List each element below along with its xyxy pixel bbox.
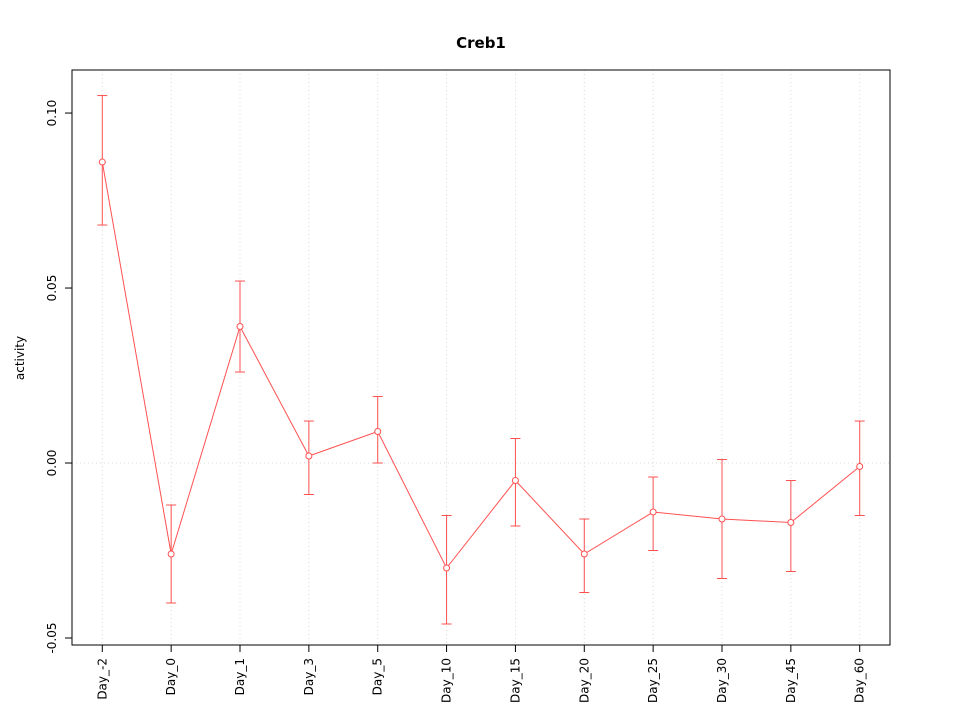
data-point <box>236 323 244 331</box>
x-tick-label: Day_-2 <box>95 658 109 700</box>
data-point <box>98 158 106 166</box>
x-tick-label: Day_20 <box>577 658 591 703</box>
series-layer <box>97 95 865 625</box>
y-tick-label: 0.10 <box>45 100 59 127</box>
data-point <box>787 519 795 527</box>
chart-title: Creb1 <box>456 34 506 52</box>
series-line <box>101 161 861 569</box>
data-point <box>305 452 313 460</box>
x-tick-label: Day_60 <box>853 658 867 703</box>
data-point <box>511 477 519 485</box>
x-tick-label: Day_1 <box>233 658 247 695</box>
y-axis-label: activity <box>13 336 27 380</box>
data-point <box>374 428 382 436</box>
x-tick-label: Day_15 <box>508 658 522 703</box>
x-tick-label: Day_0 <box>164 658 178 695</box>
axes: -0.05 0.00 0.05 0.10 Day_-2 Day_0 Day_1 Day_3 Da… <box>45 69 891 703</box>
data-point <box>167 550 175 558</box>
x-tick-label: Day_30 <box>715 658 729 703</box>
y-tick-label: -0.05 <box>45 622 59 653</box>
data-point <box>443 564 451 572</box>
plot-box <box>71 69 891 646</box>
gridlines <box>72 70 890 645</box>
data-point <box>580 550 588 558</box>
data-point <box>856 463 864 471</box>
y-tick-label: 0.00 <box>45 450 59 477</box>
data-point <box>718 515 726 523</box>
x-tick-label: Day_3 <box>302 658 316 695</box>
x-tick-label: Day_5 <box>371 658 385 695</box>
x-tick-label: Day_45 <box>784 658 798 703</box>
x-tick-label: Day_25 <box>646 658 660 703</box>
data-point <box>649 508 657 516</box>
x-tick-label: Day_10 <box>440 658 454 703</box>
y-tick-label: 0.05 <box>45 275 59 302</box>
